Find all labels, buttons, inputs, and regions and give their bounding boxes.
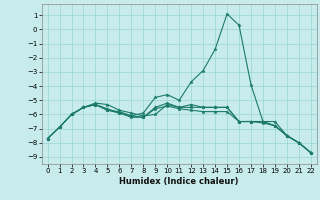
X-axis label: Humidex (Indice chaleur): Humidex (Indice chaleur) [119, 177, 239, 186]
